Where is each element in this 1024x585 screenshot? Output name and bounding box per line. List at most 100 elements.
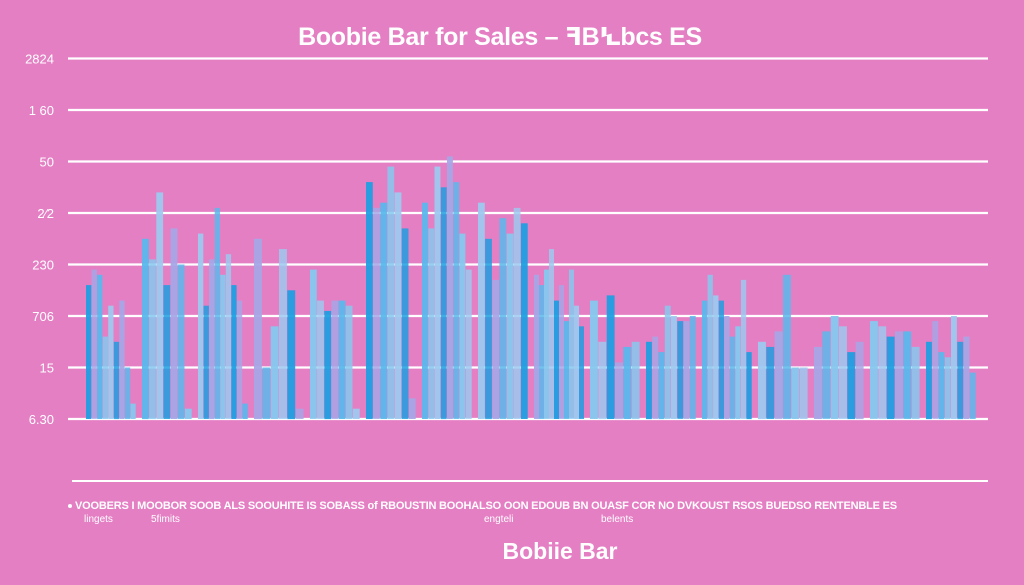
bar	[270, 326, 279, 419]
bar	[746, 352, 752, 420]
bar	[345, 305, 353, 419]
bar	[766, 346, 775, 419]
bar	[855, 341, 864, 420]
bar	[149, 259, 156, 420]
y-tick-label: 15	[40, 361, 54, 376]
bar	[574, 305, 579, 419]
bar	[163, 285, 171, 419]
bar	[130, 403, 136, 419]
y-tick-label: 706	[32, 309, 54, 324]
bar	[142, 238, 149, 420]
bar	[324, 310, 332, 420]
bar	[664, 305, 671, 419]
bar	[677, 321, 684, 419]
bar	[569, 269, 574, 419]
bar	[963, 336, 970, 419]
bar	[646, 341, 652, 420]
bar	[791, 367, 800, 419]
bar	[295, 408, 304, 419]
bar	[428, 228, 435, 419]
bar	[878, 326, 887, 419]
bar	[408, 398, 416, 419]
bar	[447, 156, 453, 419]
bar	[729, 336, 736, 419]
bar	[895, 331, 903, 419]
bar	[606, 295, 615, 419]
bar	[86, 285, 92, 419]
bar	[886, 336, 895, 419]
bar	[156, 192, 164, 419]
bar	[689, 316, 696, 419]
bar	[506, 233, 514, 419]
bar	[485, 238, 492, 420]
bar	[969, 372, 976, 419]
bar	[113, 341, 120, 420]
bar	[310, 269, 317, 419]
bar	[177, 264, 185, 419]
y-tick-label: 50	[40, 155, 54, 170]
legend-sub-label: lingets	[84, 514, 113, 525]
bar	[652, 336, 659, 419]
bar	[338, 300, 346, 419]
bar	[97, 274, 103, 419]
bar	[499, 218, 507, 419]
bar	[564, 321, 569, 419]
legend-sub-label: 5fimits	[151, 514, 180, 525]
y-tick-labels: 6.30 15 706 230 2⁄2 50 1 60 2824	[25, 52, 54, 428]
bar	[422, 202, 428, 419]
bar	[91, 269, 97, 419]
bar	[544, 269, 549, 419]
bar	[590, 300, 598, 419]
bar	[926, 341, 932, 420]
bar	[559, 285, 564, 419]
bar	[944, 357, 951, 419]
bar	[170, 228, 178, 419]
bar	[539, 285, 544, 419]
bar	[513, 207, 521, 419]
bar	[598, 341, 607, 420]
bar	[658, 352, 665, 420]
bar	[465, 269, 472, 419]
bar	[814, 346, 822, 419]
bar	[847, 352, 856, 420]
bar	[220, 274, 226, 419]
legend: VOOBERS I MOOBOR SOOB ALS SOOUHITE IS SO…	[68, 500, 897, 512]
bar	[707, 274, 713, 419]
bar	[373, 207, 380, 419]
bar	[198, 233, 204, 419]
bar	[549, 249, 554, 419]
bar	[938, 352, 945, 420]
bar	[713, 295, 719, 419]
y-tick-label: 2⁄2	[37, 206, 54, 221]
bar	[774, 331, 783, 419]
bar	[579, 326, 584, 419]
bar	[932, 321, 939, 419]
bar	[615, 362, 623, 420]
bar	[380, 202, 388, 419]
bar	[119, 300, 125, 419]
bar	[623, 346, 632, 419]
bar	[870, 321, 878, 419]
bar	[911, 346, 920, 419]
bar	[799, 367, 808, 419]
bar	[822, 331, 831, 419]
bar	[839, 326, 847, 419]
bar	[520, 223, 528, 419]
bar	[903, 331, 912, 419]
bar	[434, 166, 441, 419]
bar	[254, 238, 262, 420]
bar	[387, 166, 395, 419]
bar	[102, 336, 108, 419]
legend-sub-label: engteli	[484, 514, 514, 525]
bar	[352, 408, 360, 419]
bar	[631, 341, 640, 420]
bar	[683, 321, 690, 419]
bar	[740, 279, 747, 419]
bar	[331, 300, 339, 419]
y-tick-label: 6.30	[29, 412, 54, 427]
x-axis-label: Bobiie Bar	[502, 538, 618, 564]
bar	[724, 316, 730, 419]
bar	[184, 408, 192, 419]
